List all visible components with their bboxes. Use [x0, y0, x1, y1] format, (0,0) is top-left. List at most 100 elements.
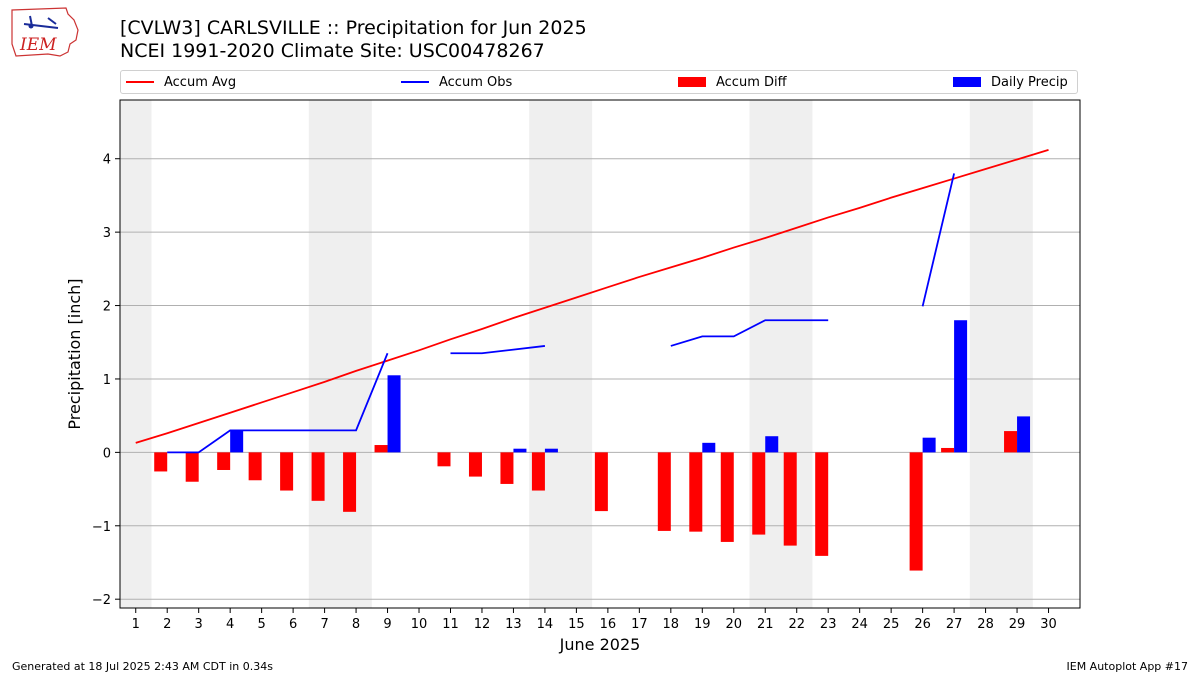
x-tick-label: 16	[600, 617, 617, 632]
x-tick-label: 9	[383, 617, 391, 632]
accum-diff-bar	[783, 452, 797, 546]
legend-item-accum-obs: Accum Obs	[401, 71, 512, 93]
accum-diff-bar	[909, 452, 923, 571]
x-tick-label: 22	[788, 617, 805, 632]
accum-diff-bar	[154, 452, 168, 472]
x-tick-label: 2	[163, 617, 171, 632]
accum-diff-bar	[720, 452, 734, 542]
accum-diff-bar	[217, 452, 231, 470]
app-label: IEM Autoplot App #17	[1066, 660, 1189, 673]
accum-diff-bar	[689, 452, 703, 532]
x-tick-label: 14	[537, 617, 554, 632]
daily-precip-bar	[765, 436, 779, 453]
y-tick-label: 3	[103, 226, 111, 241]
y-tick-label: 0	[103, 446, 111, 461]
chart-title: [CVLW3] CARLSVILLE :: Precipitation for …	[120, 17, 587, 39]
logo-text: IEM	[19, 35, 57, 55]
chart-subtitle: NCEI 1991-2020 Climate Site: USC00478267	[120, 40, 545, 62]
accum-diff-bar	[343, 452, 357, 512]
legend-label: Accum Obs	[439, 74, 513, 90]
legend-item-accum-diff: Accum Diff	[678, 71, 787, 93]
x-tick-label: 3	[195, 617, 203, 632]
x-tick-label: 28	[977, 617, 994, 632]
x-tick-label: 27	[946, 617, 963, 632]
x-tick-label: 13	[505, 617, 522, 632]
generated-timestamp: Generated at 18 Jul 2025 2:43 AM CDT in …	[12, 660, 273, 673]
x-axis-label: June 2025	[559, 635, 641, 654]
x-tick-label: 30	[1040, 617, 1057, 632]
accum-diff-bar	[1004, 431, 1018, 453]
legend-item-daily-precip: Daily Precip	[953, 71, 1068, 93]
plot-frame	[119, 99, 1081, 609]
x-tick-label: 21	[757, 617, 774, 632]
accum-obs-line	[450, 345, 546, 355]
x-tick-label: 11	[442, 617, 459, 632]
accum-diff-bar	[815, 452, 829, 556]
accum-diff-bar	[941, 447, 955, 453]
x-tick-label: 5	[257, 617, 265, 632]
legend-label: Daily Precip	[991, 74, 1068, 90]
x-tick-label: 15	[568, 617, 585, 632]
legend-swatch	[401, 81, 429, 83]
weekend-band	[120, 100, 152, 608]
daily-precip-bar	[954, 320, 968, 453]
x-tick-label: 8	[352, 617, 360, 632]
iem-logo: IEM	[11, 7, 79, 57]
daily-precip-bar	[230, 430, 244, 453]
weekend-band	[529, 100, 593, 608]
x-tick-label: 25	[883, 617, 900, 632]
x-tick-label: 10	[411, 617, 428, 632]
daily-precip-bar	[544, 448, 558, 453]
y-tick-label: 1	[103, 373, 111, 388]
x-tick-label: 18	[663, 617, 680, 632]
x-tick-label: 6	[289, 617, 297, 632]
x-tick-label: 17	[631, 617, 648, 632]
daily-precip-bar	[387, 375, 401, 453]
daily-precip-bar	[922, 437, 936, 453]
legend-swatch	[126, 81, 154, 83]
accum-diff-bar	[531, 452, 545, 491]
y-tick-label: −1	[92, 520, 111, 535]
accum-diff-bar	[500, 452, 514, 484]
legend-swatch	[678, 77, 706, 87]
chart-legend: Accum Avg Accum Obs Accum Diff Daily Pre…	[120, 70, 1078, 94]
x-tick-label: 7	[320, 617, 328, 632]
weekend-band	[969, 100, 1033, 608]
x-tick-label: 29	[1009, 617, 1026, 632]
accum-diff-bar	[594, 452, 608, 512]
daily-precip-bar	[1017, 416, 1031, 453]
legend-swatch	[953, 77, 981, 87]
y-tick-label: 4	[103, 153, 111, 168]
x-tick-label: 23	[820, 617, 837, 632]
accum-diff-bar	[374, 445, 388, 453]
daily-precip-bar	[513, 448, 527, 453]
accum-obs-line	[167, 352, 389, 454]
accum-diff-bar	[248, 452, 262, 481]
accum-diff-bar	[280, 452, 294, 491]
legend-label: Accum Diff	[716, 74, 787, 90]
accum-avg-line	[135, 149, 1049, 444]
x-tick-label: 12	[474, 617, 491, 632]
accum-diff-bar	[657, 452, 671, 531]
y-axis-label: Precipitation [inch]	[65, 278, 84, 429]
accum-diff-bar	[752, 452, 766, 535]
accum-diff-bar	[185, 452, 199, 482]
x-tick-label: 24	[851, 617, 868, 632]
y-tick-label: 2	[103, 300, 111, 315]
x-tick-label: 19	[694, 617, 711, 632]
accum-obs-line	[670, 319, 829, 347]
legend-item-accum-avg: Accum Avg	[126, 71, 236, 93]
legend-label: Accum Avg	[164, 74, 237, 90]
x-tick-label: 26	[914, 617, 931, 632]
accum-obs-line	[921, 173, 955, 307]
x-tick-label: 1	[132, 617, 140, 632]
x-tick-label: 20	[725, 617, 742, 632]
accum-diff-bar	[311, 452, 325, 501]
daily-precip-bar	[702, 442, 716, 453]
accum-diff-bar	[468, 452, 482, 477]
x-tick-label: 4	[226, 617, 234, 632]
accum-diff-bar	[437, 452, 451, 467]
state-outline-shape	[11, 7, 79, 57]
weekend-band	[308, 100, 372, 608]
